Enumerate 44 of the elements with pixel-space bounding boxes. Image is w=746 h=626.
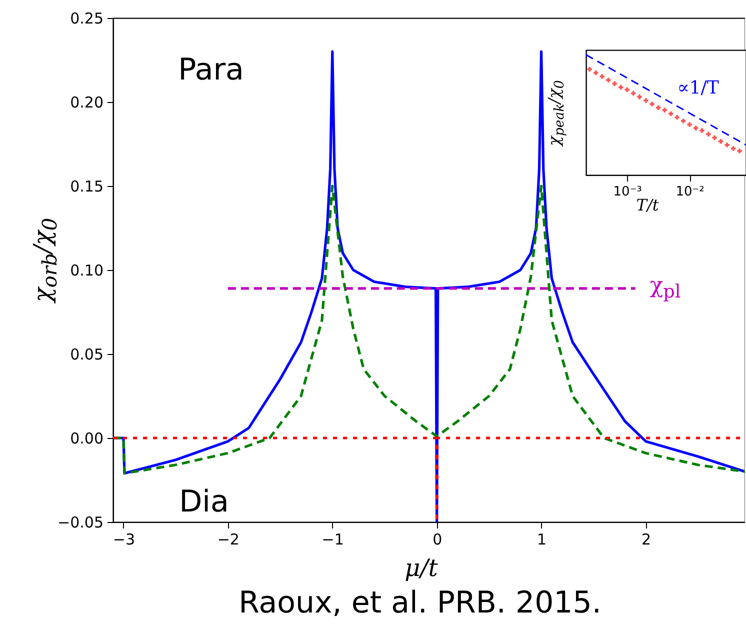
point <box>680 118 686 124</box>
point <box>730 146 736 151</box>
annotation: Dia <box>179 484 229 520</box>
point <box>606 78 611 82</box>
x-axis-title: μ/t <box>404 554 438 582</box>
point <box>593 70 598 76</box>
series-label: χ$_{pl}$ <box>650 274 681 304</box>
point <box>612 81 617 86</box>
y-tick-label: −0.05 <box>58 514 104 532</box>
series-label: ∝1/T <box>677 77 719 98</box>
y-tick-label: 0.00 <box>70 430 104 448</box>
point <box>600 74 604 79</box>
point <box>674 114 680 120</box>
y-tick-label: 0.20 <box>70 94 104 112</box>
point <box>706 132 711 136</box>
y-tick-label: 0.15 <box>70 178 104 196</box>
point <box>694 126 698 130</box>
x-tick-label: 1 <box>537 530 547 548</box>
text: Raoux, et al. PRB. 2015. <box>238 586 602 620</box>
point <box>631 90 636 96</box>
point <box>737 148 742 154</box>
point <box>712 135 717 140</box>
point <box>700 128 704 133</box>
point <box>587 66 592 72</box>
point <box>644 98 648 103</box>
point <box>687 122 692 127</box>
x-tick-label: −3 <box>112 530 136 548</box>
point <box>624 87 630 92</box>
point <box>724 142 730 148</box>
point <box>668 111 674 116</box>
point <box>662 108 667 112</box>
point <box>637 94 642 100</box>
point <box>618 84 624 90</box>
x-tick-label: 0 <box>432 530 442 548</box>
point <box>650 102 654 106</box>
annotation: Para <box>178 52 244 88</box>
y-tick-label: 0.25 <box>70 10 104 28</box>
x-tick-label: −1 <box>322 530 344 548</box>
point <box>718 139 724 144</box>
x-tick-label: −2 <box>217 530 240 548</box>
x-tick-label: 2 <box>641 530 652 548</box>
y-tick-label: 0.05 <box>70 346 104 364</box>
x-tick-label: 10⁻² <box>676 184 704 200</box>
y-tick-label: 0.10 <box>70 262 104 280</box>
